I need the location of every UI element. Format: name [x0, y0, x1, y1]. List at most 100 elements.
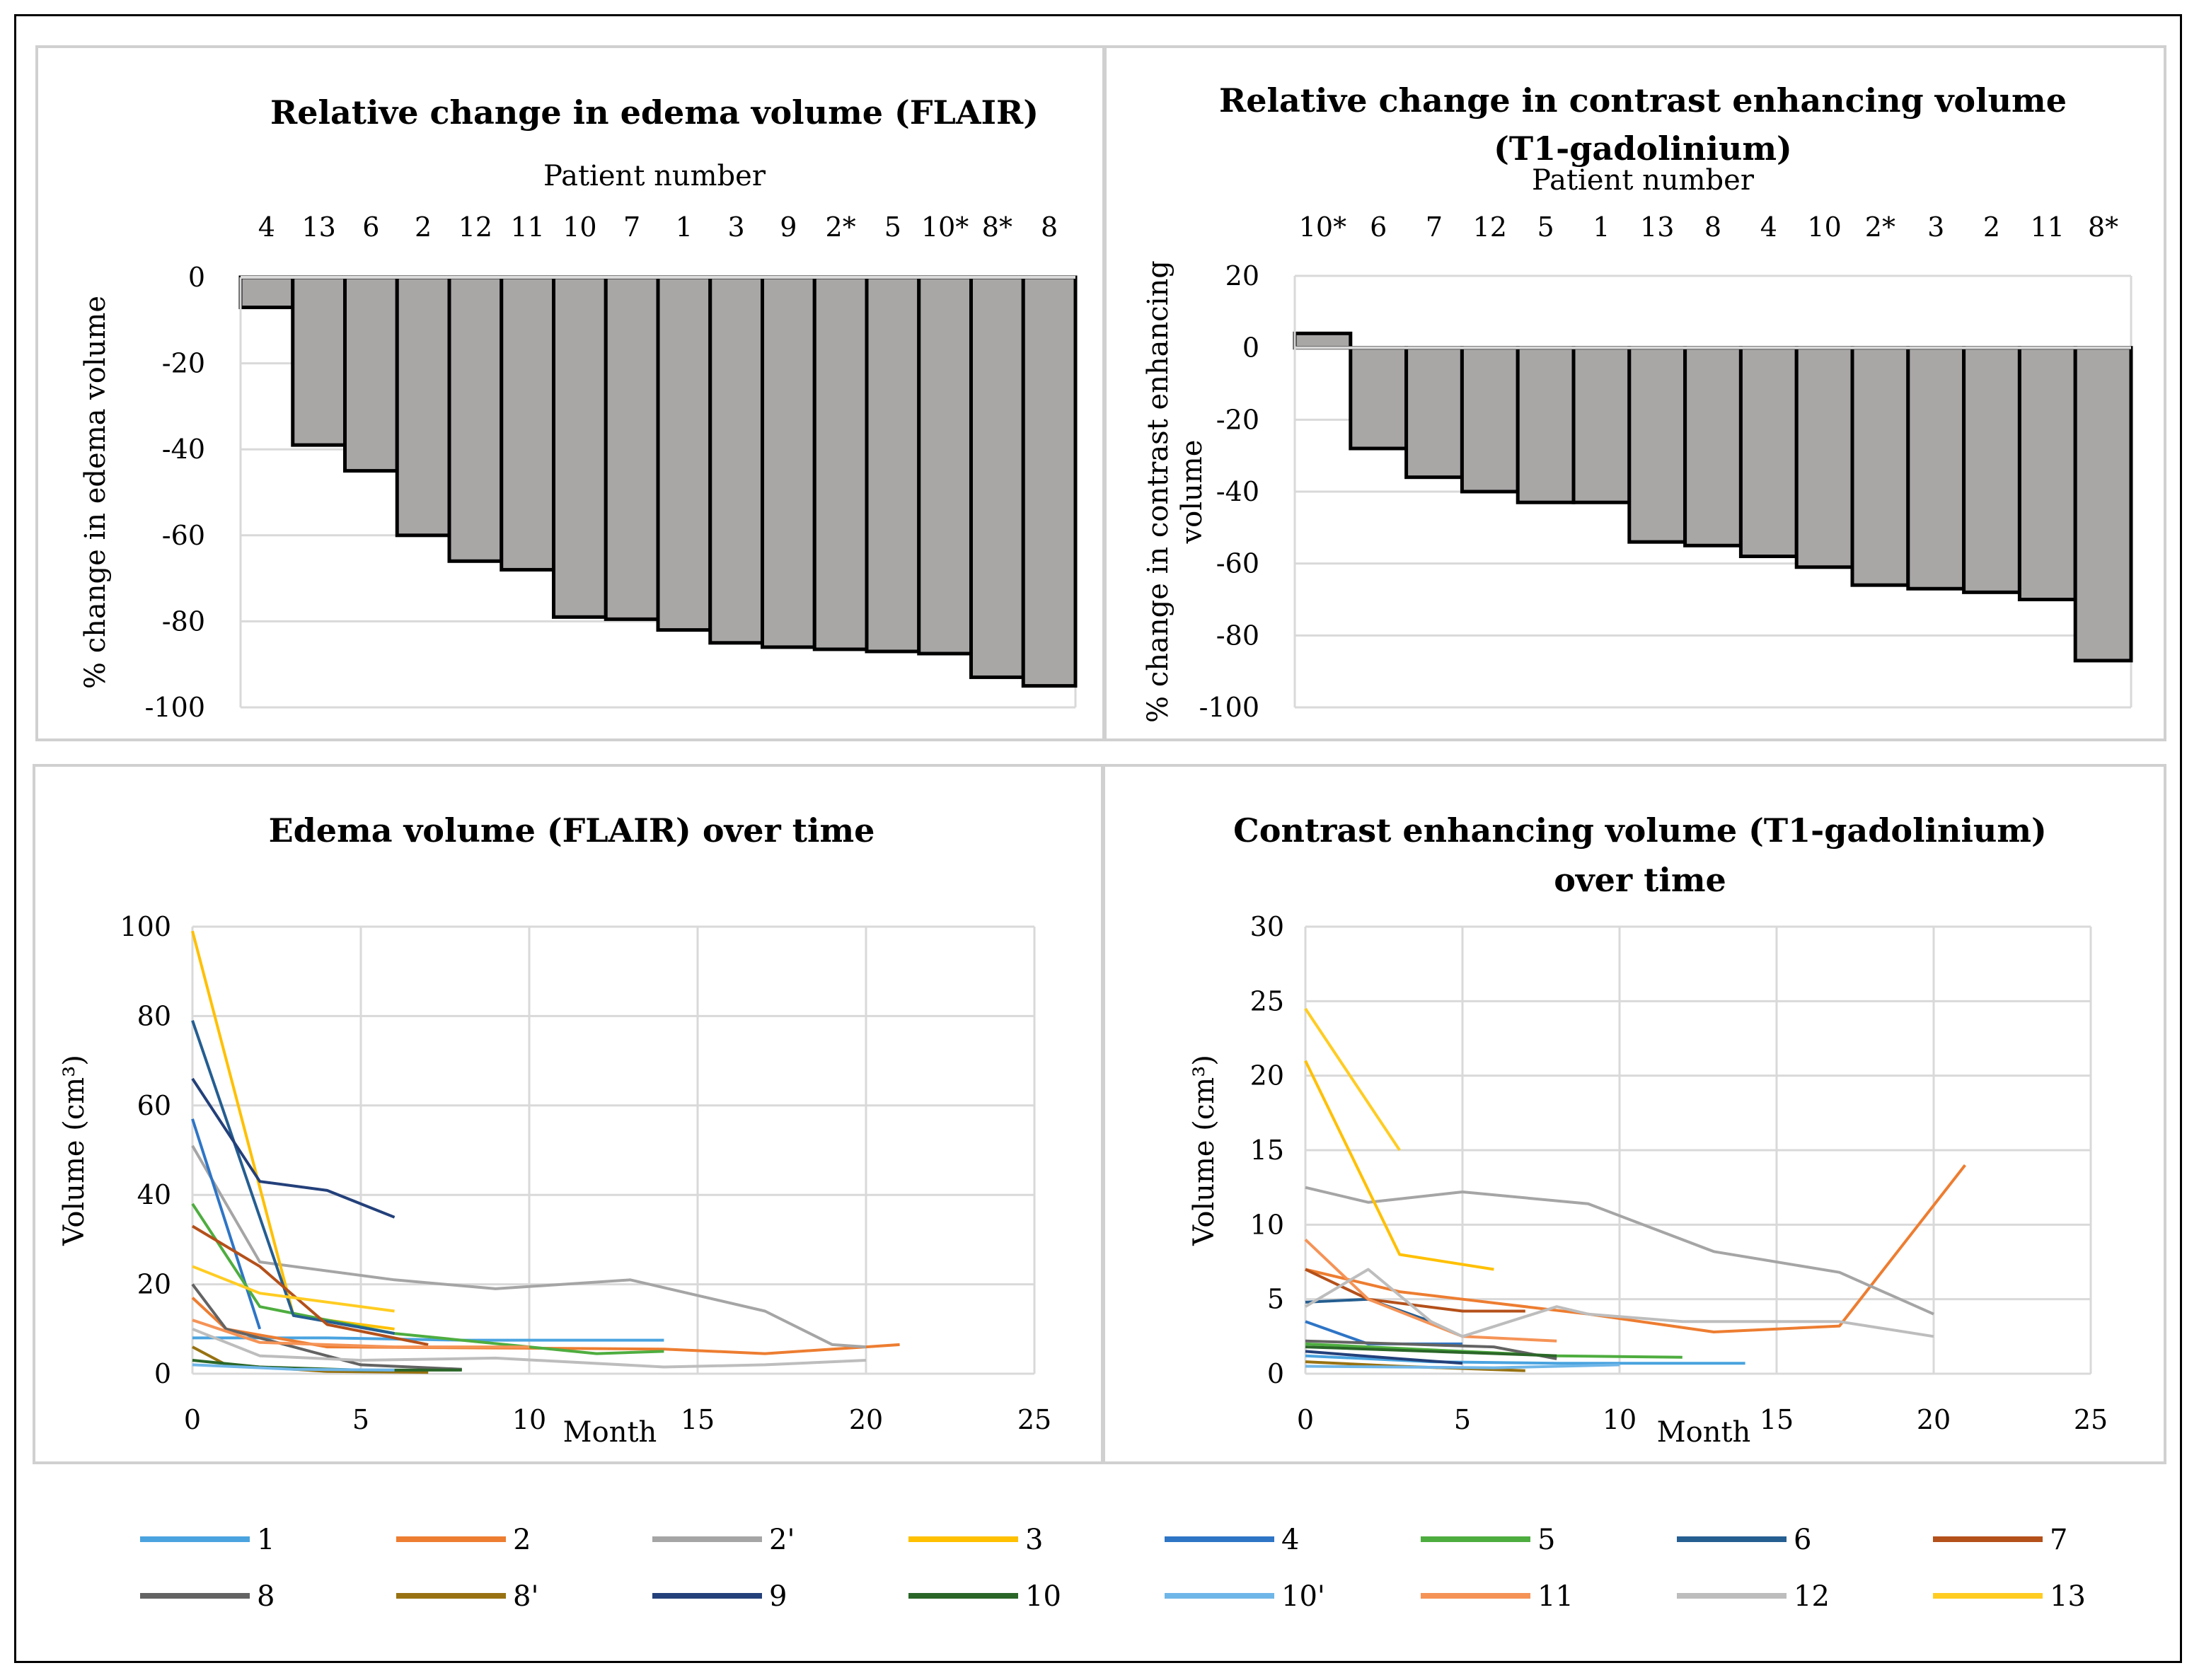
series-line-10p	[1305, 1363, 1620, 1369]
x-tick-label: 5	[352, 1404, 369, 1435]
x-category-label: 13	[301, 212, 335, 243]
x-category-label: 5	[884, 212, 901, 243]
legend-item: 12	[1677, 1580, 1830, 1613]
x-category-label: 5	[1537, 212, 1554, 243]
y-axis-title: % change in edema volume	[79, 296, 112, 689]
bar-patient-1	[656, 275, 712, 632]
bar-patient-7	[604, 275, 660, 621]
y-tick-label: 0	[1267, 1358, 1284, 1389]
series-line-2p	[191, 1145, 867, 1349]
x-category-label: 1	[1593, 212, 1610, 243]
bar-patient-11	[500, 275, 555, 572]
x-tick-label: 10	[1603, 1404, 1637, 1435]
y-tick-label: -80	[1216, 620, 1259, 651]
legend-item: 10'	[1165, 1580, 1325, 1613]
y-axis-title-line: % change in contrast enhancing	[1142, 260, 1174, 723]
legend-item: 8	[140, 1580, 275, 1613]
legend-label: 6	[1794, 1524, 1811, 1556]
bar-patient-10	[552, 275, 608, 619]
chart-title-line: over time	[1554, 861, 1726, 899]
x-tick-label: 0	[1297, 1404, 1314, 1435]
legend-item: 5	[1421, 1524, 1555, 1556]
bar-patient-10*	[917, 275, 973, 656]
bar-patient-8	[1683, 346, 1743, 548]
series-line-11	[192, 1319, 529, 1349]
x-tick-label: 5	[1454, 1404, 1471, 1435]
chart-title: Edema volume (FLAIR) over time	[269, 811, 875, 850]
bar-patient-2	[1962, 346, 2021, 594]
y-axis-title-line: volume	[1176, 440, 1208, 545]
legend-item: 2'	[652, 1524, 795, 1556]
legend-item: 13	[1933, 1580, 2086, 1613]
legend-item: 1	[140, 1524, 275, 1556]
legend-item: 8'	[396, 1580, 538, 1613]
x-category-label: 1	[676, 212, 693, 243]
y-tick-label: -20	[162, 348, 205, 379]
legend-label: 8	[257, 1580, 275, 1613]
series-line-10	[1305, 1345, 1557, 1357]
x-category-label: 2	[415, 212, 432, 243]
x-category-label: 2*	[1865, 212, 1895, 243]
legend-item: 3	[908, 1524, 1043, 1556]
y-tick-label: 25	[1250, 985, 1284, 1016]
y-tick-label: 5	[1267, 1284, 1284, 1315]
x-category-label: 2	[1983, 212, 2000, 243]
bar-patient-5	[865, 275, 921, 654]
bar-patient-3	[1906, 346, 1966, 591]
x-tick-label: 15	[681, 1404, 715, 1435]
x-category-label: 4	[258, 212, 275, 243]
y-tick-label: 100	[120, 911, 171, 942]
bar-patient-2	[395, 275, 451, 538]
series-line-11	[1304, 1238, 1557, 1343]
y-axis-title: Volume (cm³)	[58, 1055, 91, 1246]
bar-patient-9	[761, 275, 816, 649]
y-tick-label: -60	[162, 520, 205, 551]
y-tick-label: 20	[137, 1269, 171, 1300]
y-tick-label: -40	[162, 434, 205, 465]
x-category-label: 2*	[826, 212, 856, 243]
x-category-label: 8	[1041, 212, 1058, 243]
x-category-label: 12	[1473, 212, 1507, 243]
x-tick-label: 0	[184, 1404, 201, 1435]
x-category-label: 12	[458, 212, 492, 243]
legend-item: 11	[1421, 1580, 1574, 1613]
series-line-9	[1305, 1350, 1463, 1365]
x-tick-label: 25	[2074, 1404, 2108, 1435]
bar-patient-4	[238, 275, 295, 310]
legend-label: 3	[1025, 1524, 1043, 1556]
legend-label: 10'	[1281, 1580, 1325, 1613]
x-category-label: 4	[1760, 212, 1777, 243]
x-category-label: 3	[728, 212, 745, 243]
series-line-9	[191, 1077, 396, 1219]
x-category-label: 10*	[921, 212, 969, 243]
chart-contrast_change: 20 0 -20 -40 -60 -80 -100 10* 6 7 12 5 1 13 8 4 10 2* 3 2 11…	[1142, 81, 2133, 723]
legend-label: 12	[1794, 1580, 1830, 1613]
series-line-6	[191, 1020, 395, 1336]
x-category-label: 8*	[982, 212, 1012, 243]
y-tick-label: 20	[1225, 260, 1259, 291]
panel-border-3	[33, 764, 1104, 1464]
bar-patient-13	[291, 275, 347, 447]
x-tick-label: 10	[512, 1404, 546, 1435]
panel-border-2	[1102, 45, 2166, 741]
legend-label: 7	[2050, 1524, 2067, 1556]
panel-border-4	[1102, 764, 2166, 1464]
y-tick-label: 0	[1242, 332, 1259, 364]
chart-contrast_time: 0 5 10 15 20 25 30 0 5 10 15 20 25 Contrast enhancing…	[1188, 811, 2108, 1449]
bar-patient-13	[1627, 346, 1687, 544]
x-category-label: 6	[1370, 212, 1387, 243]
y-tick-label: -20	[1216, 404, 1259, 435]
chart-title-line: Relative change in contrast enhancing vo…	[1219, 81, 2067, 120]
x-category-label: 8	[1704, 212, 1721, 243]
x-axis-title: Patient number	[543, 160, 766, 192]
legend-label: 9	[769, 1580, 787, 1613]
bar-patient-10	[1794, 346, 1854, 569]
x-category-label: 10	[562, 212, 596, 243]
chart-edema_time: 0 20 40 60 80 100 0 5 10 15 20 25 Edema volume (FLAI…	[58, 811, 1051, 1449]
y-tick-label: -60	[1216, 548, 1259, 579]
legend-item: 4	[1165, 1524, 1299, 1556]
bar-patient-5	[1516, 346, 1576, 504]
y-tick-label: 0	[154, 1358, 171, 1389]
chart-title-line: Contrast enhancing volume (T1-gadolinium…	[1233, 811, 2047, 850]
series-line-7	[191, 1224, 429, 1346]
